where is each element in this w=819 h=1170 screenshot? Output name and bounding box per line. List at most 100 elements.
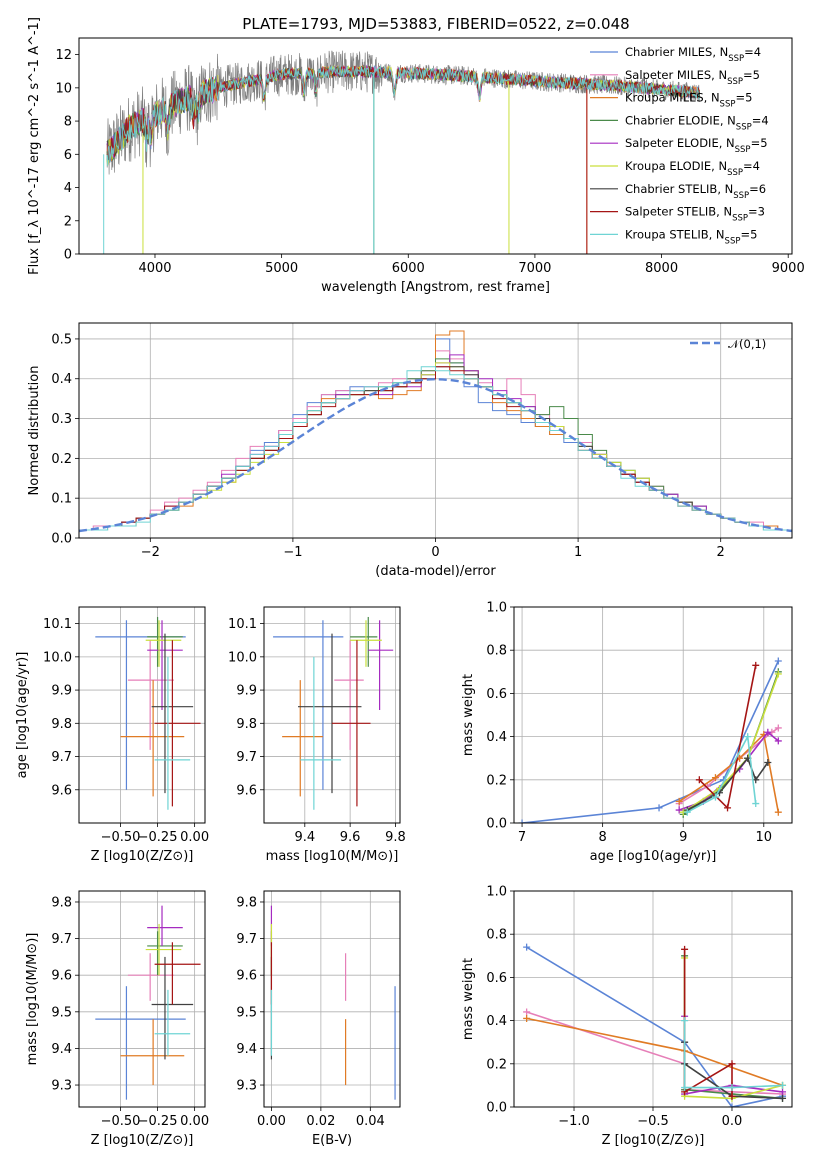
panel-age-vs-Z: −0.50−0.25 0.00 9.6 9.7 9.8 9.9 10.0 10.1 Z [log… [15,606,209,864]
axes-frame [513,890,793,1108]
legend-entry: Kroupa STELIB, NSSP=5 [625,227,757,246]
x-tick-label: 8000 [645,261,678,276]
series-marker [779,1094,787,1102]
x-tick-label: 1 [574,545,582,560]
series-marker [752,661,760,669]
y-tick-label: 0.0 [51,532,72,547]
series-marker [774,737,782,745]
y-tick-label: 9.4 [51,1042,72,1057]
x-tick-label: −0.50 [101,830,141,845]
plot-area [79,607,205,823]
plot-area [103,50,701,254]
x-axis-label: E(B-V) [312,1133,352,1148]
y-tick-label: 1.0 [486,885,507,900]
spectrum-model-line [106,64,700,166]
series-marker [728,1092,736,1100]
y-tick-label: 0.2 [51,452,72,467]
y-tick-label: 0.0 [486,817,507,832]
y-tick-label: 10.1 [43,617,72,632]
y-tick-label: 9.6 [51,969,72,984]
series-marker [728,1060,736,1068]
x-tick-label: 9.6 [340,830,361,845]
series-marker [683,808,691,816]
axes-frame [263,606,401,824]
y-tick-label: 1.0 [486,601,507,616]
y-tick-label: 0.6 [486,971,507,986]
series-marker [523,1008,531,1016]
series-line [686,733,757,813]
x-axis-label: Z [log10(Z/Z⊙)] [602,1133,705,1148]
x-tick-label: 9.8 [385,830,406,845]
y-axis-label: Flux [f_λ 10^-17 erg cm^-2 s^-1 A^-1] [27,17,42,275]
y-tick-label: 9.5 [236,1005,257,1020]
x-tick-label: 2 [717,545,725,560]
series-marker [724,804,732,812]
y-tick-label: 9.9 [51,684,72,699]
y-tick-label: 0.2 [486,1057,507,1072]
legend-entry: Kroupa MILES, NSSP=5 [625,91,752,110]
y-tick-label: 6 [64,148,72,163]
y-tick-label: 0.4 [51,372,72,387]
y-tick-label: 9.6 [51,783,72,798]
plot-area [264,607,400,823]
x-axis-label: wavelength [Angstrom, rest frame] [321,280,550,295]
legend-entry: Salpeter STELIB, NSSP=3 [625,205,765,224]
panel-mass-vs-ebv: 0.00 0.02 0.04 9.3 9.4 9.5 9.6 9.7 9.8 E(B-V) [236,890,401,1148]
y-tick-label: 9.8 [51,895,72,910]
legend-entry: Salpeter ELODIE, NSSP=5 [625,136,768,155]
y-tick-label: 9.6 [236,969,257,984]
y-tick-label: 9.4 [236,1042,257,1057]
y-tick-label: 0 [64,248,72,263]
y-tick-label: 0.4 [486,1014,507,1029]
y-axis-label: mass [log10(M/M⊙)] [25,933,40,1066]
y-tick-label: 10 [55,81,72,96]
y-tick-label: 12 [55,48,72,63]
x-tick-label: −1.0 [558,1114,590,1129]
legend-entry: Salpeter MILES, NSSP=5 [625,68,760,87]
y-tick-label: 0.1 [51,492,72,507]
axes-frame [78,890,206,1108]
series-line [526,1017,783,1087]
series-marker [681,1017,689,1025]
x-tick-label: 0.02 [306,1114,335,1129]
x-tick-label: 0.00 [257,1114,286,1129]
series-line [526,946,783,1107]
spectrum-legend: Chabrier MILES, NSSP=4 Salpeter MILES, NS… [590,45,769,246]
y-tick-label: 9.8 [51,717,72,732]
legend-entry: Chabrier ELODIE, NSSP=4 [625,113,769,132]
plot-area [514,891,792,1107]
y-tick-label: 9.7 [236,932,257,947]
x-tick-label: −2 [141,545,160,560]
series-marker [774,724,782,732]
x-tick-label: −1 [283,545,302,560]
y-tick-label: 0.8 [486,928,507,943]
y-tick-label: 0.8 [486,644,507,659]
x-tick-label: 0.00 [180,830,209,845]
y-axis-label: mass weight [461,958,476,1040]
panel-massweight-vs-Z: −1.0 −0.5 0.0 0.0 0.2 0.4 0.6 0.8 1.0 Z [log10(Z/… [461,885,793,1148]
axes-frame [263,890,401,1108]
axes-frame [513,606,793,824]
y-tick-label: 9.6 [236,783,257,798]
series-marker [675,806,683,814]
series-marker [518,819,526,823]
x-tick-label: 7000 [518,261,551,276]
y-tick-label: 10.1 [228,617,257,632]
x-tick-label: 10 [756,830,773,845]
x-tick-label: −0.50 [101,1114,141,1129]
series-marker [695,776,703,784]
panel-age-vs-mass: 9.4 9.6 9.8 9.6 9.7 9.8 9.9 10.0 10.1 mass [log10… [228,606,406,864]
y-tick-label: 10.0 [228,650,257,665]
series-marker [711,793,719,801]
series-marker [779,1081,787,1089]
x-tick-label: −0.25 [138,830,178,845]
x-axis-label: (data-model)/error [375,564,496,579]
x-tick-label: 0.04 [356,1114,385,1129]
panel-mass-vs-Z: −0.50−0.25 0.00 9.3 9.4 9.5 9.6 9.7 9.8 Z [log10… [25,890,209,1148]
series-marker [728,1103,736,1107]
y-tick-label: 9.5 [51,1005,72,1020]
x-axis-label: mass [log10(M/M⊙)] [266,849,399,864]
x-tick-label: 9000 [772,261,805,276]
y-tick-label: 9.3 [51,1079,72,1094]
